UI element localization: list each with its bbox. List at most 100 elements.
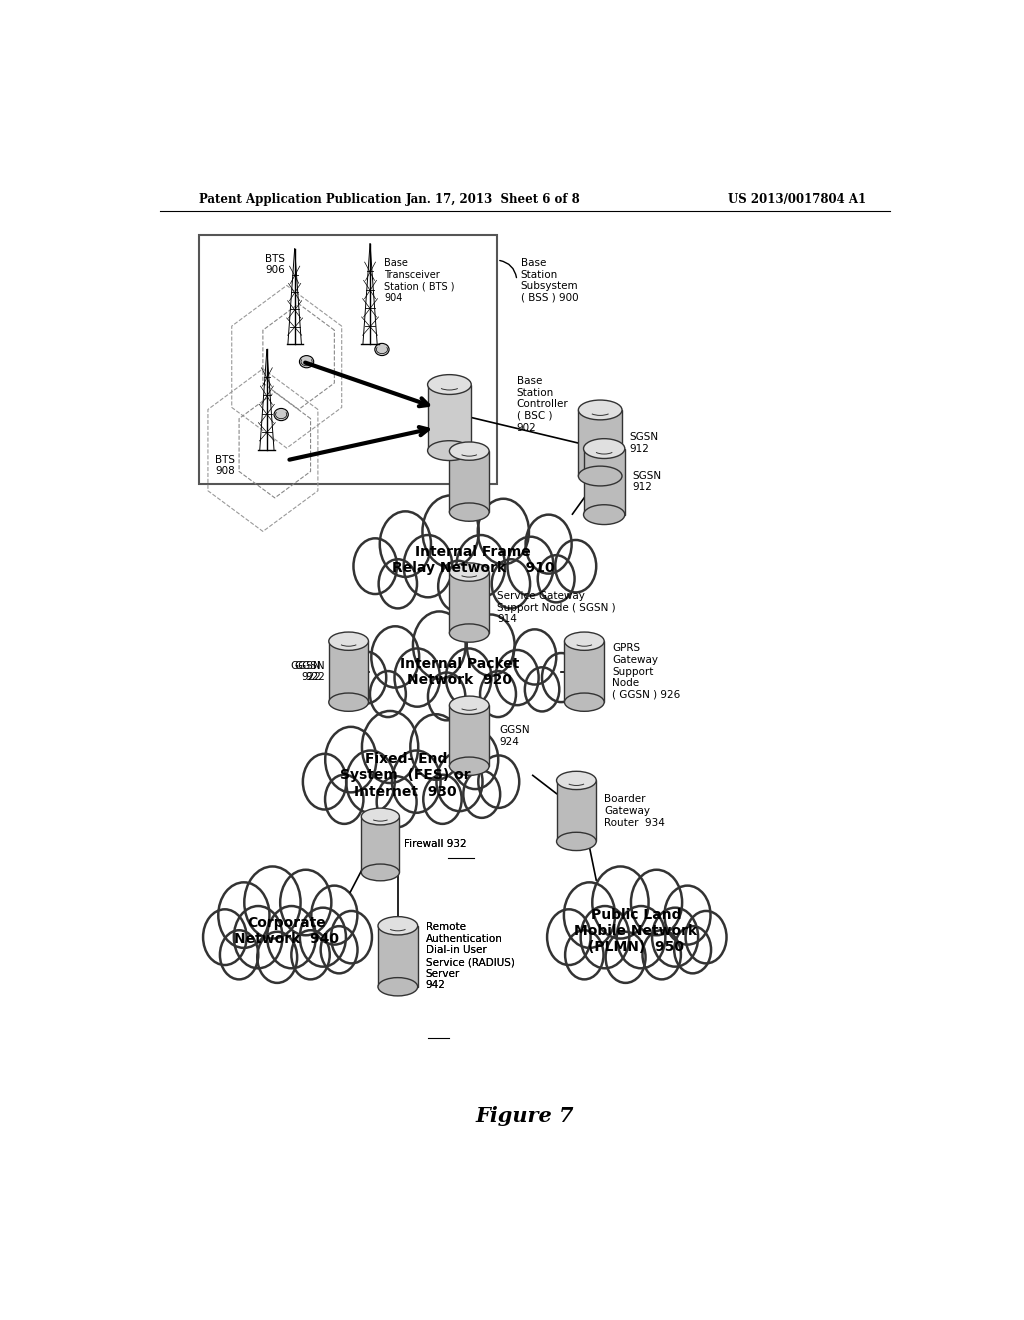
Text: BTS
906: BTS 906 [265,253,285,276]
Circle shape [463,771,500,818]
Circle shape [257,932,297,983]
Bar [450,705,489,766]
Circle shape [496,649,539,705]
Text: GPRS
Gateway
Support
Node
( GGSN ) 926: GPRS Gateway Support Node ( GGSN ) 926 [612,643,680,700]
Circle shape [686,911,726,964]
Circle shape [326,727,377,792]
Circle shape [480,671,516,717]
Text: Service Gateway
Support Node ( SGSN )
914: Service Gateway Support Node ( SGSN ) 91… [497,591,615,624]
Circle shape [245,866,301,939]
Bar [564,642,604,702]
Text: SGSN
912: SGSN 912 [632,471,662,492]
Circle shape [377,776,417,828]
Text: Base
Station
Subsystem
( BSS ) 900: Base Station Subsystem ( BSS ) 900 [521,257,579,302]
Circle shape [218,882,269,948]
Bar [361,817,399,873]
Circle shape [565,931,603,979]
Circle shape [478,755,519,808]
Ellipse shape [450,758,489,775]
Circle shape [220,931,258,979]
Ellipse shape [428,375,471,395]
Circle shape [281,870,332,936]
Circle shape [423,495,479,568]
Text: Patent Application Publication: Patent Application Publication [200,193,402,206]
Text: Remote
Authentication
Dial-in User
Service (RADIUS)
Server
942: Remote Authentication Dial-in User Servi… [426,923,514,990]
Circle shape [321,927,357,973]
Ellipse shape [450,696,489,714]
Ellipse shape [579,400,622,420]
Circle shape [203,909,247,965]
Circle shape [652,908,698,966]
Bar [579,411,622,477]
Ellipse shape [450,624,489,643]
Text: Base
Transceiver
Station ( BTS )
904: Base Transceiver Station ( BTS ) 904 [384,257,455,302]
Ellipse shape [450,442,489,461]
Circle shape [392,751,440,813]
Circle shape [538,556,574,602]
Bar [450,451,489,512]
Bar [200,235,497,483]
Circle shape [346,751,394,813]
Text: Internal Frame
Relay Network    910: Internal Frame Relay Network 910 [392,545,555,576]
Bar [584,449,625,515]
Ellipse shape [329,693,369,711]
Circle shape [411,714,462,780]
Circle shape [592,866,648,939]
Circle shape [379,560,417,609]
Ellipse shape [556,771,596,789]
Circle shape [423,775,462,824]
Circle shape [394,648,440,706]
Circle shape [325,775,364,824]
Circle shape [372,626,419,688]
Text: GGSN
922: GGSN 922 [290,661,321,682]
Circle shape [292,931,330,979]
Text: GGSN
924: GGSN 924 [500,725,530,747]
Circle shape [445,648,492,706]
Circle shape [300,908,346,966]
Circle shape [492,560,530,609]
Circle shape [345,652,386,704]
Circle shape [564,882,615,948]
Circle shape [542,653,581,702]
Circle shape [547,909,591,965]
Ellipse shape [361,865,399,880]
Circle shape [453,730,499,789]
Text: Firewall 932: Firewall 932 [404,840,467,850]
Text: Figure 7: Figure 7 [475,1106,574,1126]
Circle shape [233,906,283,969]
Text: Remote
Authentication
Dial-in User
Service (RADIUS)
Server
942: Remote Authentication Dial-in User Servi… [426,923,514,990]
Ellipse shape [361,808,399,825]
Circle shape [311,886,357,945]
Circle shape [525,668,559,711]
Circle shape [631,870,682,936]
Circle shape [370,671,406,717]
Ellipse shape [584,438,625,458]
Bar [556,780,596,841]
Ellipse shape [450,562,489,581]
Circle shape [555,540,596,593]
Circle shape [616,906,666,969]
Circle shape [581,906,630,969]
Circle shape [438,561,478,612]
Circle shape [525,515,571,574]
Text: Jan. 17, 2013  Sheet 6 of 8: Jan. 17, 2013 Sheet 6 of 8 [406,193,581,206]
Circle shape [303,754,346,809]
Text: Internal Packet
Network  920: Internal Packet Network 920 [400,656,519,686]
Text: Public Land
Mobile Network
(PLMN)  950: Public Land Mobile Network (PLMN) 950 [574,908,697,954]
Circle shape [413,611,466,678]
Text: SGSN
912: SGSN 912 [630,432,658,454]
Circle shape [674,927,711,973]
Text: Base
Station
Controller
( BSC )
902: Base Station Controller ( BSC ) 902 [517,376,568,433]
Ellipse shape [329,632,369,651]
Circle shape [513,630,556,685]
Text: Boarder
Gateway
Router  934: Boarder Gateway Router 934 [604,795,665,828]
Ellipse shape [450,503,489,521]
Ellipse shape [579,466,622,486]
Circle shape [267,906,315,969]
Ellipse shape [299,355,313,368]
Text: Fixed- End
System  (FES) or
Internet  930: Fixed- End System (FES) or Internet 930 [340,752,471,799]
Ellipse shape [564,632,604,651]
Circle shape [508,537,554,595]
Circle shape [436,752,482,812]
Circle shape [642,931,681,979]
